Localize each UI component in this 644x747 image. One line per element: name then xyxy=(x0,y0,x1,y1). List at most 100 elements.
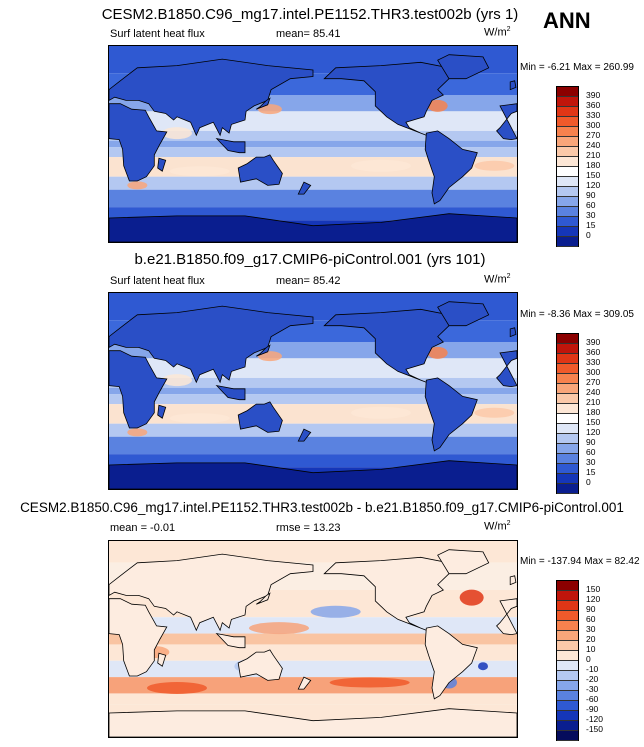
field-band xyxy=(109,377,517,388)
colorbar-segment xyxy=(557,424,578,434)
colorbar-segment xyxy=(557,87,578,97)
colorbar-segment xyxy=(557,374,578,384)
colorbar-level-label: -10 xyxy=(586,664,599,674)
continent-outline xyxy=(215,384,246,401)
continent-outline xyxy=(157,404,167,419)
continent-outline xyxy=(256,344,271,357)
colorbar-level-label: 240 xyxy=(586,387,601,397)
continent-outline xyxy=(437,54,490,80)
colorbar-segment xyxy=(557,137,578,147)
colorbar-segment xyxy=(557,334,578,344)
field-anomaly xyxy=(474,160,515,171)
colorbar-segment xyxy=(557,444,578,454)
colorbar-level-label: 180 xyxy=(586,160,601,170)
field-anomaly xyxy=(169,413,230,424)
colorbar-segment xyxy=(557,681,578,691)
colorbar-level-label: 120 xyxy=(586,180,601,190)
continent-outline xyxy=(323,556,450,631)
colorbar-level-label: 60 xyxy=(586,447,596,457)
field-band xyxy=(109,617,517,634)
colorbar-segment xyxy=(557,177,578,187)
colorbar-segment xyxy=(557,364,578,374)
field-anomaly xyxy=(427,346,448,359)
continent-outline xyxy=(297,676,312,690)
map-svg xyxy=(109,293,517,489)
colorbar-segment xyxy=(557,167,578,177)
colorbar-level-label: 60 xyxy=(586,200,596,210)
colorbar-level-label: 30 xyxy=(586,210,596,220)
colorbar-segment xyxy=(557,354,578,364)
panel2-title: b.e21.B1850.f09_g17.CMIP6-piControl.001 … xyxy=(134,251,486,268)
panel1-mean-label: mean= 85.41 xyxy=(276,28,341,40)
colorbar-segment xyxy=(557,404,578,414)
continent-outline xyxy=(509,327,517,338)
field-band xyxy=(109,660,517,678)
panel2-minmax: Min = -8.36 Max = 309.05 xyxy=(520,309,634,320)
colorbar-level-label: -20 xyxy=(586,674,599,684)
field-band xyxy=(109,147,517,158)
field-band xyxy=(109,387,517,395)
colorbar-segment xyxy=(557,97,578,107)
continent-outline xyxy=(109,350,168,429)
colorbar-level-label: 210 xyxy=(586,150,601,160)
panel3-mean-label: mean = -0.01 xyxy=(110,522,176,534)
continent-outline xyxy=(215,137,246,154)
continent-outline xyxy=(109,213,517,242)
colorbar-level-label: 240 xyxy=(586,140,601,150)
field-band xyxy=(109,436,517,455)
continent-outline xyxy=(297,181,312,195)
panel2-units: W/m2 xyxy=(484,273,511,286)
continent-outline xyxy=(109,708,517,737)
colorbar-segment xyxy=(557,691,578,701)
panel3-map xyxy=(108,540,518,738)
colorbar-level-label: 10 xyxy=(586,644,596,654)
colorbar-segment xyxy=(557,157,578,167)
continent-outline xyxy=(424,625,478,700)
colorbar-level-label: 15 xyxy=(586,467,596,477)
continent-outline xyxy=(437,549,490,575)
field-anomaly xyxy=(459,589,484,606)
colorbar-level-label: 90 xyxy=(586,437,596,447)
continent-outline xyxy=(109,598,168,677)
colorbar-level-label: -90 xyxy=(586,704,599,714)
colorbar-segment xyxy=(557,631,578,641)
colorbar-level-label: 270 xyxy=(586,130,601,140)
field-band xyxy=(109,189,517,208)
colorbar-level-label: 180 xyxy=(586,407,601,417)
colorbar-level-label: 0 xyxy=(586,477,591,487)
colorbar-level-label: -150 xyxy=(586,724,604,734)
continent-outline xyxy=(323,61,450,136)
field-anomaly xyxy=(351,159,411,172)
field-band xyxy=(109,644,517,661)
colorbar-segment xyxy=(557,217,578,227)
colorbar-level-label: 210 xyxy=(586,397,601,407)
field-anomaly xyxy=(169,166,230,177)
colorbar-level-label: 360 xyxy=(586,100,601,110)
field-anomaly xyxy=(310,605,361,618)
colorbar-segment xyxy=(557,434,578,444)
continent-outline xyxy=(109,103,168,182)
colorbar-segment xyxy=(557,601,578,611)
colorbar-level-label: -60 xyxy=(586,694,599,704)
panel1-units: W/m2 xyxy=(484,26,511,39)
map-svg xyxy=(109,541,517,737)
field-anomaly xyxy=(162,127,192,140)
field-anomaly xyxy=(162,374,192,387)
continent-outline xyxy=(509,80,517,91)
continent-outline xyxy=(256,97,271,110)
colorbar-segment xyxy=(557,207,578,217)
continent-outline xyxy=(496,350,517,388)
field-band xyxy=(109,140,517,148)
colorbar-level-label: 330 xyxy=(586,357,601,367)
colorbar-level-label: 300 xyxy=(586,367,601,377)
continent-outline xyxy=(496,103,517,141)
colorbar-level-label: 90 xyxy=(586,604,596,614)
field-anomaly xyxy=(351,406,411,419)
colorbar-segment xyxy=(557,227,578,237)
colorbar-level-label: 30 xyxy=(586,624,596,634)
continent-outline xyxy=(323,308,450,383)
colorbar-segment xyxy=(557,117,578,127)
continent-outline xyxy=(157,157,167,172)
field-anomaly xyxy=(127,181,148,190)
field-band xyxy=(109,130,517,141)
